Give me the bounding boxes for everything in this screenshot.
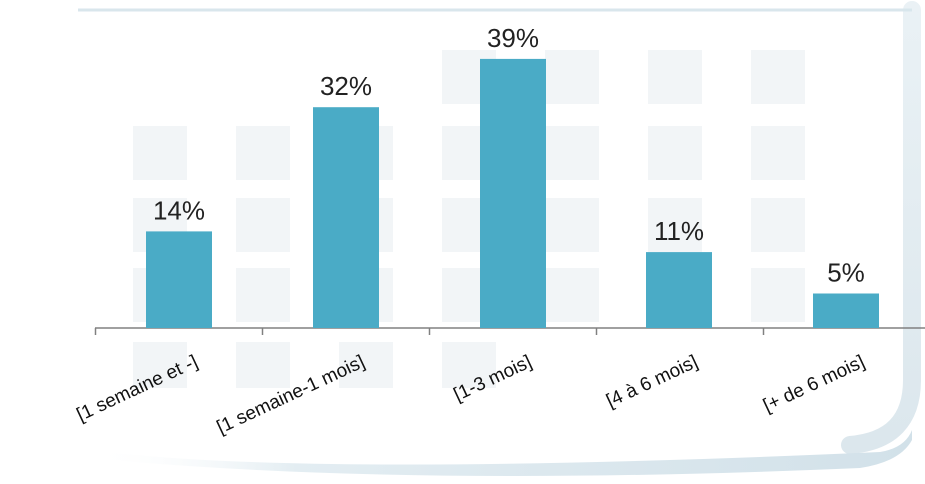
background-square: [545, 50, 599, 104]
value-label: 39%: [487, 23, 539, 53]
background-square: [545, 198, 599, 252]
background-square: [751, 198, 805, 252]
background-square: [236, 126, 290, 180]
background-square: [751, 268, 805, 322]
value-labels: 14% 32% 39% 11% 5%: [153, 23, 865, 288]
background-square: [236, 342, 290, 388]
background-square: [751, 126, 805, 180]
background-square: [133, 342, 187, 388]
bar: [480, 58, 546, 329]
background-square: [648, 198, 702, 252]
value-label: 14%: [153, 195, 205, 225]
bars: [146, 58, 879, 329]
background-square: [648, 126, 702, 180]
frame-bottom-swoosh: [90, 430, 912, 476]
bar: [146, 231, 212, 328]
value-label: 32%: [320, 71, 372, 101]
frame-right-curve: [841, 1, 921, 454]
background-square: [133, 126, 187, 180]
bar: [313, 107, 379, 328]
bar: [813, 293, 879, 328]
background-square: [648, 50, 702, 104]
background-square: [339, 342, 393, 388]
x-axis: [94, 327, 925, 335]
background-square: [236, 268, 290, 322]
background-square: [236, 198, 290, 252]
background-square: [545, 126, 599, 180]
category-label: [4 à 6 mois]: [603, 351, 701, 412]
background-square: [442, 342, 496, 388]
value-label: 11%: [654, 216, 704, 246]
background-square: [751, 50, 805, 104]
background-squares: [133, 50, 805, 388]
background-square: [545, 268, 599, 322]
bar: [646, 252, 712, 328]
category-label: [+ de 6 mois]: [760, 351, 868, 416]
value-label: 5%: [827, 258, 865, 288]
